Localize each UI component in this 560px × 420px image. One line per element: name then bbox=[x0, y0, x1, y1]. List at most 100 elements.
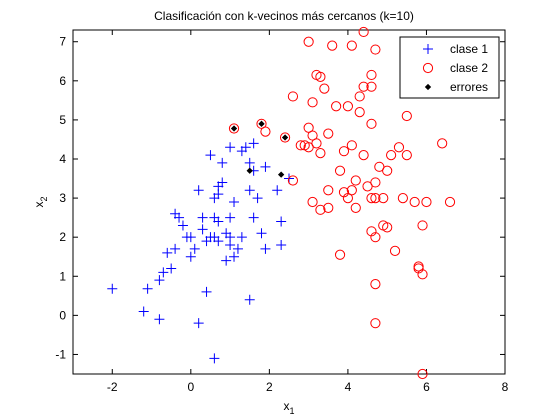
clase2-point bbox=[342, 101, 354, 112]
clase1-point bbox=[177, 220, 188, 231]
ticks: -2 0 2 4 6 8 -1 0 1 2 3 4 5 6 7 bbox=[55, 30, 509, 394]
clase2-point bbox=[323, 128, 334, 139]
clase2-point bbox=[303, 36, 314, 47]
clase1-point bbox=[197, 224, 208, 235]
clase1-point bbox=[244, 185, 255, 196]
clase2-point bbox=[382, 165, 393, 176]
clase2-point bbox=[338, 146, 350, 157]
clase2-point bbox=[307, 97, 318, 108]
clase1-point bbox=[229, 251, 240, 262]
chart-title: Clasificación con k-vecinos más cercanos… bbox=[154, 9, 414, 23]
x-tick-label: 0 bbox=[187, 380, 194, 394]
clase1-point bbox=[197, 212, 208, 223]
clase1-point bbox=[107, 283, 118, 294]
clase2-point bbox=[346, 185, 357, 196]
legend-entries: clase 1 clase 2 errores bbox=[422, 42, 488, 94]
y-tick-label: 2 bbox=[59, 230, 66, 244]
legend-entry-errores: errores bbox=[424, 80, 488, 94]
clase2-point bbox=[295, 140, 306, 151]
error-point bbox=[230, 125, 238, 132]
clase1-point bbox=[260, 161, 271, 172]
clase2-point bbox=[437, 138, 448, 149]
clase1-point bbox=[158, 267, 169, 278]
legend-marker bbox=[423, 44, 433, 54]
clase1-point bbox=[236, 146, 247, 157]
clase1-point bbox=[248, 138, 259, 149]
clase1-point bbox=[185, 232, 196, 243]
x-tick-label: -2 bbox=[107, 380, 118, 394]
x-axis-label-base: x bbox=[283, 399, 289, 413]
clase1-point bbox=[174, 212, 185, 223]
clase1-point bbox=[154, 275, 165, 286]
clase1-point bbox=[209, 232, 220, 243]
clase1-point bbox=[193, 318, 204, 329]
clase1-point bbox=[209, 212, 220, 223]
x-axis-label-subscript: 1 bbox=[289, 406, 294, 416]
x-tick-label: 6 bbox=[423, 380, 430, 394]
clase1-point bbox=[201, 286, 212, 297]
clase2-point bbox=[397, 192, 408, 204]
error-point bbox=[246, 167, 253, 174]
x-tick-label: 8 bbox=[502, 380, 509, 394]
x-tick-label: 4 bbox=[345, 380, 352, 394]
clase1-point bbox=[232, 243, 243, 254]
y-tick-label: 1 bbox=[59, 269, 66, 283]
clase1-point bbox=[252, 193, 263, 204]
clase2-point bbox=[366, 226, 377, 237]
clase2-point bbox=[354, 91, 365, 102]
clase2-point bbox=[346, 40, 357, 51]
error-point bbox=[277, 171, 285, 178]
clase2-point bbox=[444, 196, 456, 208]
clase2-point bbox=[389, 245, 401, 256]
clase1-point bbox=[225, 212, 236, 223]
clase2-point bbox=[370, 318, 381, 329]
clase2-point bbox=[338, 187, 350, 198]
clase1-point bbox=[229, 197, 240, 207]
data-markers bbox=[107, 26, 456, 380]
y-tick-label: 0 bbox=[59, 308, 66, 322]
clase1-point bbox=[276, 216, 287, 227]
clase1-point bbox=[138, 306, 149, 317]
clase2-point bbox=[378, 192, 389, 204]
clase1-point bbox=[154, 314, 165, 325]
clase1-point bbox=[201, 236, 212, 247]
x-tick-label: 2 bbox=[266, 380, 273, 394]
clase2-point bbox=[366, 192, 377, 204]
clase2-point bbox=[334, 165, 346, 176]
clase2-point bbox=[393, 142, 405, 153]
clase1-point bbox=[170, 243, 181, 254]
clase2-point bbox=[315, 71, 326, 83]
clase2-point bbox=[366, 118, 377, 129]
clase2-point bbox=[287, 175, 299, 186]
clase1-point bbox=[217, 157, 228, 168]
clase2-point bbox=[319, 83, 330, 94]
clase2-point bbox=[334, 249, 346, 260]
y-tick-label: 4 bbox=[59, 152, 66, 166]
clase2-point bbox=[409, 196, 420, 208]
clase1-point bbox=[244, 294, 255, 305]
clase1-point bbox=[240, 142, 251, 153]
clase1-point bbox=[213, 236, 224, 247]
legend-label: clase 2 bbox=[450, 61, 488, 75]
y-axis-label-subscript: 2 bbox=[39, 196, 49, 201]
legend: clase 1 clase 2 errores bbox=[399, 36, 500, 99]
clase2-point bbox=[358, 81, 369, 92]
clase2-point bbox=[382, 222, 393, 233]
clase2-point bbox=[307, 196, 318, 208]
clase1-point bbox=[209, 353, 220, 364]
legend-label: clase 1 bbox=[450, 42, 488, 56]
clase2-point bbox=[370, 177, 381, 188]
clase1-point bbox=[260, 243, 271, 254]
clase1-point bbox=[213, 216, 224, 227]
y-tick-label: 6 bbox=[59, 74, 66, 88]
clase1-point bbox=[236, 232, 247, 243]
clase1-point bbox=[248, 212, 259, 223]
clase1-point bbox=[166, 263, 177, 274]
clase2-point bbox=[370, 232, 381, 243]
clase2-point bbox=[386, 149, 397, 161]
clase1-point bbox=[189, 243, 200, 254]
clase1-point bbox=[276, 240, 287, 250]
clase2-point bbox=[417, 368, 428, 380]
y-tick-label: 3 bbox=[59, 191, 66, 205]
y-tick-label: 5 bbox=[59, 113, 66, 127]
